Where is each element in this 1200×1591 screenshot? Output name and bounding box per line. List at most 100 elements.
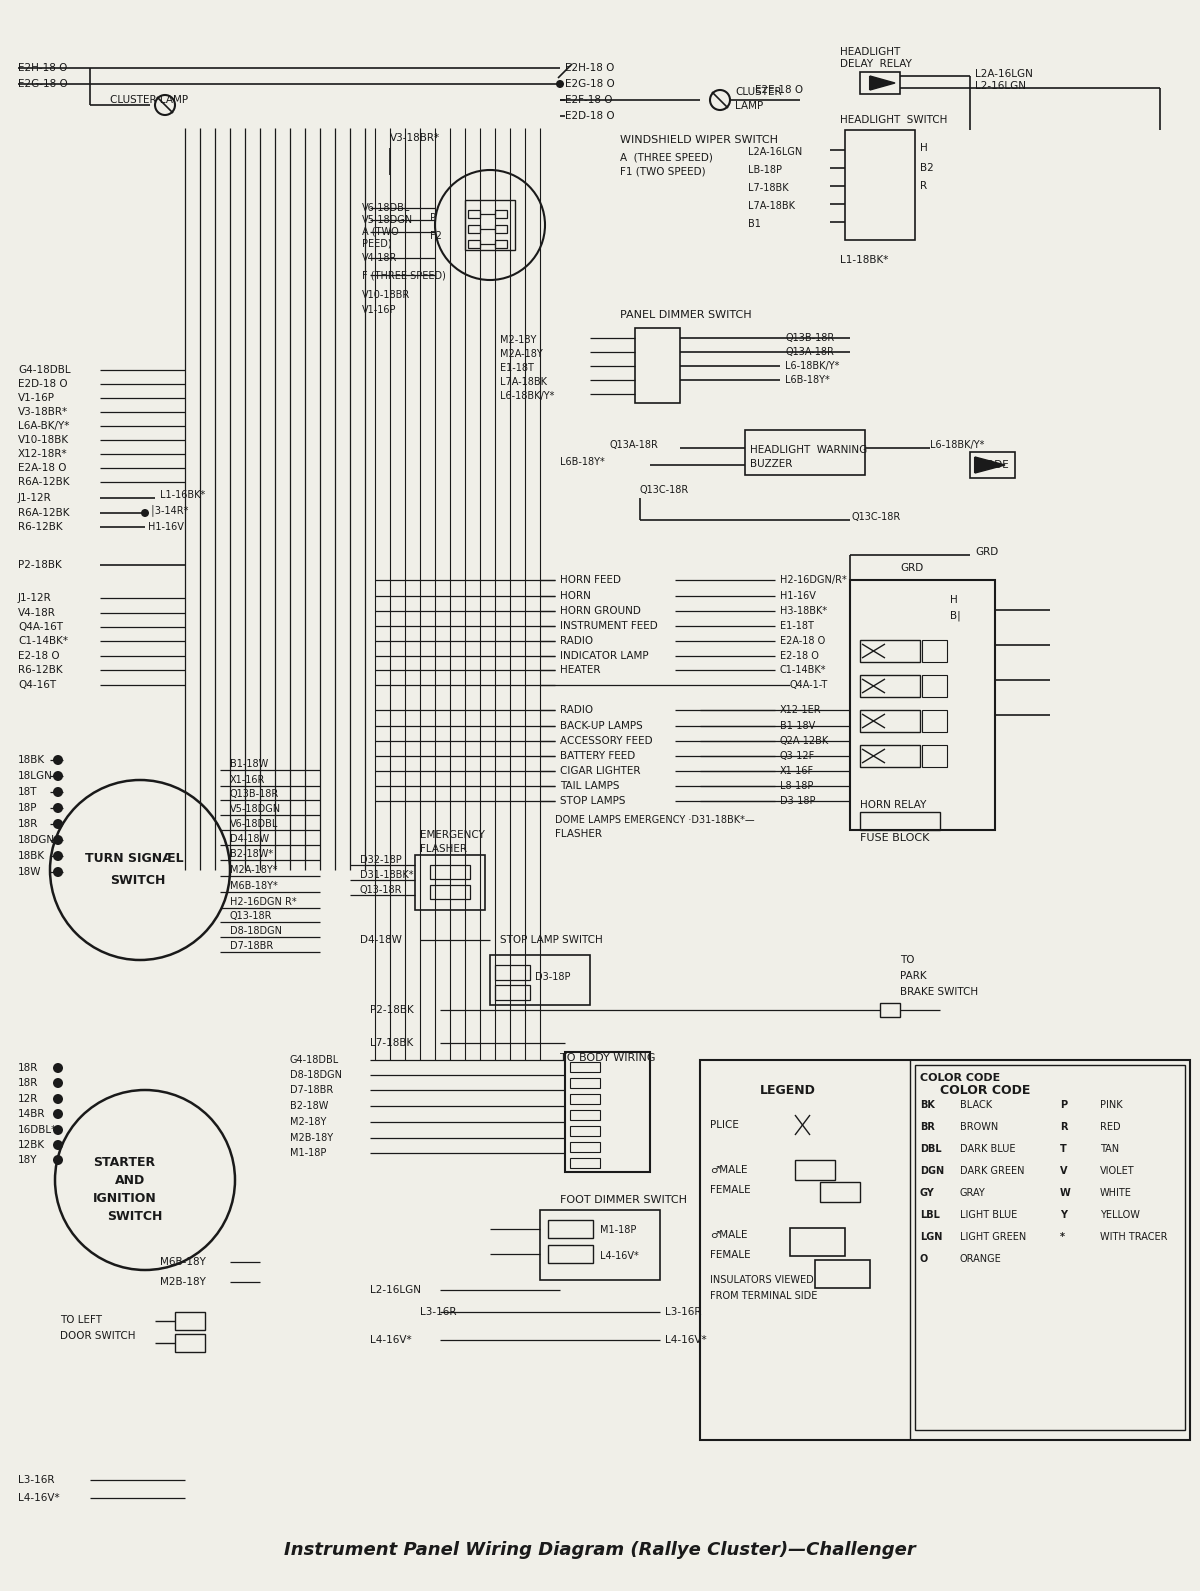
Bar (570, 1142, 600, 1152)
Text: F (THREE SPEED): F (THREE SPEED) (362, 270, 446, 280)
Text: INDICATOR LAMP: INDICATOR LAMP (560, 651, 649, 660)
Text: DIODE: DIODE (974, 460, 1009, 469)
Text: BR: BR (920, 1122, 935, 1133)
Text: PINK: PINK (1100, 1099, 1123, 1111)
Text: HEADLIGHT  SWITCH: HEADLIGHT SWITCH (840, 115, 947, 126)
Text: 14BR: 14BR (18, 1109, 46, 1118)
Text: DOOR SWITCH: DOOR SWITCH (60, 1332, 136, 1341)
Bar (430, 866, 470, 878)
Bar (700, 1060, 1190, 1440)
Circle shape (53, 1141, 64, 1150)
Text: FLASHER: FLASHER (420, 843, 467, 854)
Text: Q13B-18R: Q13B-18R (785, 333, 834, 344)
Text: V3-18BR*: V3-18BR* (390, 134, 440, 143)
Text: L6A-BK/Y*: L6A-BK/Y* (18, 422, 70, 431)
Text: GY: GY (920, 1188, 935, 1198)
Polygon shape (974, 457, 1006, 473)
Text: BATTERY FEED: BATTERY FEED (560, 751, 635, 760)
Text: Q13C-18R: Q13C-18R (852, 512, 901, 522)
Text: R6A-12BK: R6A-12BK (18, 508, 70, 519)
Text: L6-18BK/Y*: L6-18BK/Y* (500, 391, 554, 401)
Text: B1-18V: B1-18V (780, 721, 815, 730)
Text: ♂MALE: ♂MALE (710, 1230, 748, 1239)
Text: V4-18R: V4-18R (362, 253, 397, 263)
Text: X1-16R: X1-16R (230, 775, 265, 784)
Text: Q13B-18R: Q13B-18R (230, 789, 280, 799)
Text: L6B-18Y*: L6B-18Y* (785, 375, 829, 385)
Text: TURN SIGNÆL: TURN SIGNÆL (85, 851, 184, 864)
Bar (570, 1095, 600, 1104)
Bar (490, 955, 590, 1006)
Text: TO BODY WIRING: TO BODY WIRING (560, 1053, 655, 1063)
Bar (570, 1111, 600, 1120)
Text: BUZZER: BUZZER (750, 458, 792, 469)
Text: COLOR CODE: COLOR CODE (940, 1083, 1031, 1096)
Text: E1-18T: E1-18T (780, 620, 814, 632)
Text: TO LEFT: TO LEFT (60, 1316, 102, 1325)
Text: STOP LAMP SWITCH: STOP LAMP SWITCH (500, 936, 602, 945)
Text: L7-18BK: L7-18BK (748, 183, 788, 193)
Text: X12-18R*: X12-18R* (18, 449, 67, 458)
Text: M2-18Y: M2-18Y (500, 336, 536, 345)
Text: B|: B| (950, 611, 961, 620)
Text: V10-18BK: V10-18BK (18, 434, 70, 445)
Text: L7A-18BK: L7A-18BK (748, 200, 796, 212)
Bar (548, 1246, 593, 1263)
Text: F2: F2 (430, 231, 442, 240)
Text: M1-18P: M1-18P (600, 1225, 636, 1235)
Text: E2A-18 O: E2A-18 O (780, 636, 826, 646)
Text: M2A-18Y: M2A-18Y (500, 348, 542, 360)
Text: B1-18W: B1-18W (230, 759, 269, 768)
Bar (922, 640, 947, 662)
Text: B1: B1 (748, 220, 761, 229)
Text: W: W (1060, 1188, 1070, 1198)
Text: GRD: GRD (900, 563, 923, 573)
Text: 18Y: 18Y (18, 1155, 37, 1165)
Text: X1-16F: X1-16F (780, 765, 814, 776)
Text: STARTER: STARTER (94, 1155, 155, 1168)
Text: E2E-18 O: E2E-18 O (755, 84, 803, 95)
Text: A  (THREE SPEED): A (THREE SPEED) (620, 153, 713, 162)
Bar (860, 675, 920, 697)
Text: LAMP: LAMP (734, 100, 763, 111)
Text: L6B-18Y*: L6B-18Y* (560, 457, 605, 468)
Text: L3-16R: L3-16R (665, 1306, 702, 1317)
Text: E1-18T: E1-18T (500, 363, 534, 372)
Bar (860, 745, 920, 767)
Text: RED: RED (1100, 1122, 1121, 1133)
Text: L2A-16LGN: L2A-16LGN (748, 146, 803, 158)
Circle shape (53, 756, 64, 765)
Bar (496, 210, 508, 218)
Text: HEATER: HEATER (560, 665, 600, 675)
Circle shape (53, 1095, 64, 1104)
Text: CLUSTER LAMP: CLUSTER LAMP (110, 95, 188, 105)
Text: FUSE BLOCK: FUSE BLOCK (860, 834, 929, 843)
Text: RADIO: RADIO (560, 705, 593, 714)
Text: INSTRUMENT FEED: INSTRUMENT FEED (560, 620, 658, 632)
Circle shape (53, 1079, 64, 1088)
Bar (845, 130, 916, 240)
Text: BLACK: BLACK (960, 1099, 992, 1111)
Text: L8-18P: L8-18P (780, 781, 814, 791)
Text: P: P (430, 213, 436, 223)
Text: P2-18BK: P2-18BK (18, 560, 61, 570)
Text: DGN: DGN (920, 1166, 944, 1176)
Text: LB-18P: LB-18P (748, 165, 782, 175)
Text: YELLOW: YELLOW (1100, 1211, 1140, 1220)
Circle shape (53, 867, 64, 877)
Text: 12BK: 12BK (18, 1141, 46, 1150)
Text: E2A-18 O: E2A-18 O (18, 463, 66, 473)
Text: TO: TO (900, 955, 914, 966)
Bar (496, 985, 530, 1001)
Text: 12R: 12R (18, 1095, 38, 1104)
Text: INSULATORS VIEWED: INSULATORS VIEWED (710, 1274, 814, 1286)
Text: H1-16V: H1-16V (148, 522, 184, 531)
Text: G4-18DBL: G4-18DBL (290, 1055, 340, 1064)
Text: V4-18R: V4-18R (18, 608, 56, 617)
Text: GRAY: GRAY (960, 1188, 985, 1198)
Text: FROM TERMINAL SIDE: FROM TERMINAL SIDE (710, 1290, 817, 1301)
Text: HORN RELAY: HORN RELAY (860, 800, 926, 810)
Text: 18W: 18W (18, 867, 42, 877)
Text: J1-12R: J1-12R (18, 493, 52, 503)
Text: D4-18W: D4-18W (230, 834, 269, 843)
